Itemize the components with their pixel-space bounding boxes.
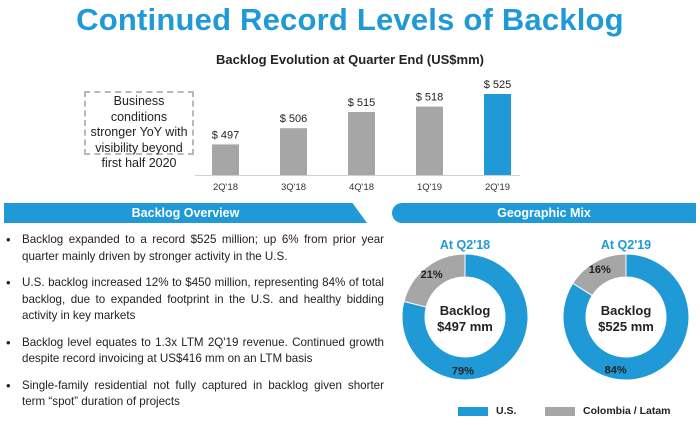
- legend-item-latam: Colombia / Latam: [545, 405, 671, 417]
- bar: [212, 144, 239, 175]
- x-tick-label: 3Q'18: [281, 182, 306, 193]
- donut-slice: [403, 253, 466, 308]
- geographic-mix-header: Geographic Mix: [392, 203, 696, 223]
- bar-value-label: $ 515: [348, 97, 376, 109]
- donut-slice-label: 16%: [589, 264, 611, 276]
- donut-slice-label: 21%: [421, 269, 443, 281]
- bar: [280, 128, 307, 175]
- bar-value-label: $ 506: [280, 113, 308, 125]
- bar: [416, 106, 443, 175]
- donut-center-value: $497 mm: [437, 319, 493, 334]
- legend-label-us: U.S.: [496, 405, 517, 417]
- x-tick-label: 1Q'19: [417, 182, 442, 193]
- donut-slice-label: 84%: [605, 364, 627, 376]
- donut-chart-q218: 79% 21% Backlog$497 mm: [401, 253, 529, 381]
- donut-center-value: $525 mm: [598, 319, 654, 334]
- callout-line: visibility beyond: [95, 140, 183, 155]
- bullet-item: Single-family residential not fully capt…: [4, 378, 384, 411]
- bar: [484, 94, 511, 175]
- donut-slice: [401, 253, 529, 381]
- donut-slice-label: 79%: [452, 365, 474, 377]
- bar-value-label: $ 497: [212, 129, 240, 141]
- callout-line: first half 2020: [101, 156, 177, 170]
- bar: [348, 112, 375, 175]
- legend-swatch-us: [458, 406, 488, 416]
- legend-swatch-latam: [545, 406, 575, 416]
- donut-center-label: Backlog: [440, 303, 491, 318]
- slide-title: Continued Record Levels of Backlog: [76, 2, 624, 37]
- donut-center-label: Backlog: [601, 303, 652, 318]
- callout-line: Business conditions: [110, 94, 168, 124]
- callout-box: Business conditions stronger YoY with vi…: [84, 91, 194, 170]
- donut-title-q219: At Q2'19: [600, 238, 652, 252]
- bar-value-label: $ 525: [484, 79, 512, 91]
- bar-value-label: $ 518: [416, 92, 444, 104]
- x-tick-label: 4Q'18: [349, 182, 374, 193]
- x-tick-label: 2Q'18: [213, 182, 238, 193]
- backlog-overview-header: Backlog Overview: [4, 203, 367, 223]
- overview-bullet-list: Backlog expanded to a record $525 millio…: [4, 232, 384, 421]
- legend-item-us: U.S.: [458, 405, 516, 417]
- bar-chart: $ 497 2Q'18 $ 506 3Q'18 $ 515 4Q'18 $ 518 1Q'19…: [195, 79, 520, 193]
- donut-title-q218: At Q2'18: [439, 238, 491, 252]
- donut-slice: [572, 253, 627, 297]
- bullet-item: Backlog expanded to a record $525 millio…: [4, 232, 384, 265]
- bar-chart-title: Backlog Evolution at Quarter End (US$mm): [216, 52, 484, 67]
- bullet-item: U.S. backlog increased 12% to $450 milli…: [4, 275, 384, 325]
- x-tick-label: 2Q'19: [485, 182, 510, 193]
- callout-line: stronger YoY with: [90, 125, 188, 139]
- donut-chart-q219: 84% 16% Backlog$525 mm: [562, 253, 690, 381]
- donut-slice: [562, 253, 690, 381]
- bullet-item: Backlog level equates to 1.3x LTM 2Q'19 …: [4, 335, 384, 368]
- legend-label-latam: Colombia / Latam: [583, 405, 671, 417]
